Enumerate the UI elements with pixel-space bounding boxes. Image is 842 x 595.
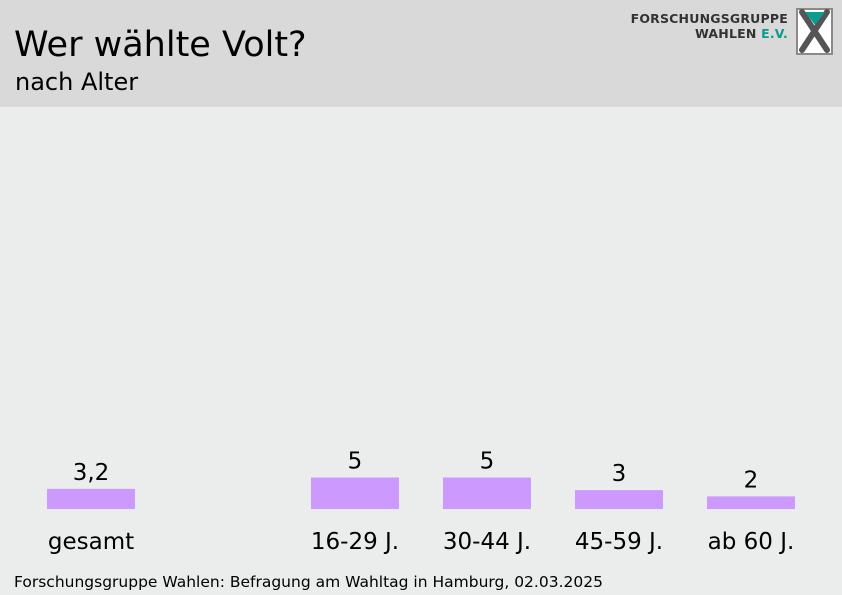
fgw-logo: FORSCHUNGSGRUPPE WAHLEN E.V.: [631, 8, 836, 58]
category-label-1: 16-29 J.: [311, 529, 399, 555]
value-label-2: 5: [480, 449, 495, 475]
chart-title: Wer wählte Volt?: [14, 25, 307, 65]
value-label-0: 3,2: [73, 460, 110, 486]
bar-4: [707, 496, 795, 509]
chart-header: Wer wählte Volt? nach Alter FORSCHUNGSGR…: [0, 0, 842, 107]
value-label-1: 5: [348, 449, 363, 475]
chart-subtitle: nach Alter: [15, 68, 139, 96]
source-note: Forschungsgruppe Wahlen: Befragung am Wa…: [14, 573, 603, 591]
category-label-4: ab 60 J.: [708, 529, 795, 555]
bar-2: [443, 477, 531, 509]
value-label-3: 3: [612, 461, 627, 487]
bar-1: [311, 477, 399, 509]
logo-text-accent: E.V.: [761, 26, 788, 41]
bar-3: [575, 490, 663, 509]
category-label-2: 30-44 J.: [443, 529, 531, 555]
category-label-0: gesamt: [48, 529, 134, 555]
logo-text-main: WAHLEN: [695, 26, 762, 41]
bar-0: [47, 488, 135, 509]
logo-text-line2: WAHLEN E.V.: [695, 27, 788, 41]
value-label-4: 2: [744, 467, 759, 493]
logo-text-line1: FORSCHUNGSGRUPPE: [630, 11, 788, 26]
logo-x-icon: [796, 8, 833, 55]
category-label-3: 45-59 J.: [575, 529, 663, 555]
